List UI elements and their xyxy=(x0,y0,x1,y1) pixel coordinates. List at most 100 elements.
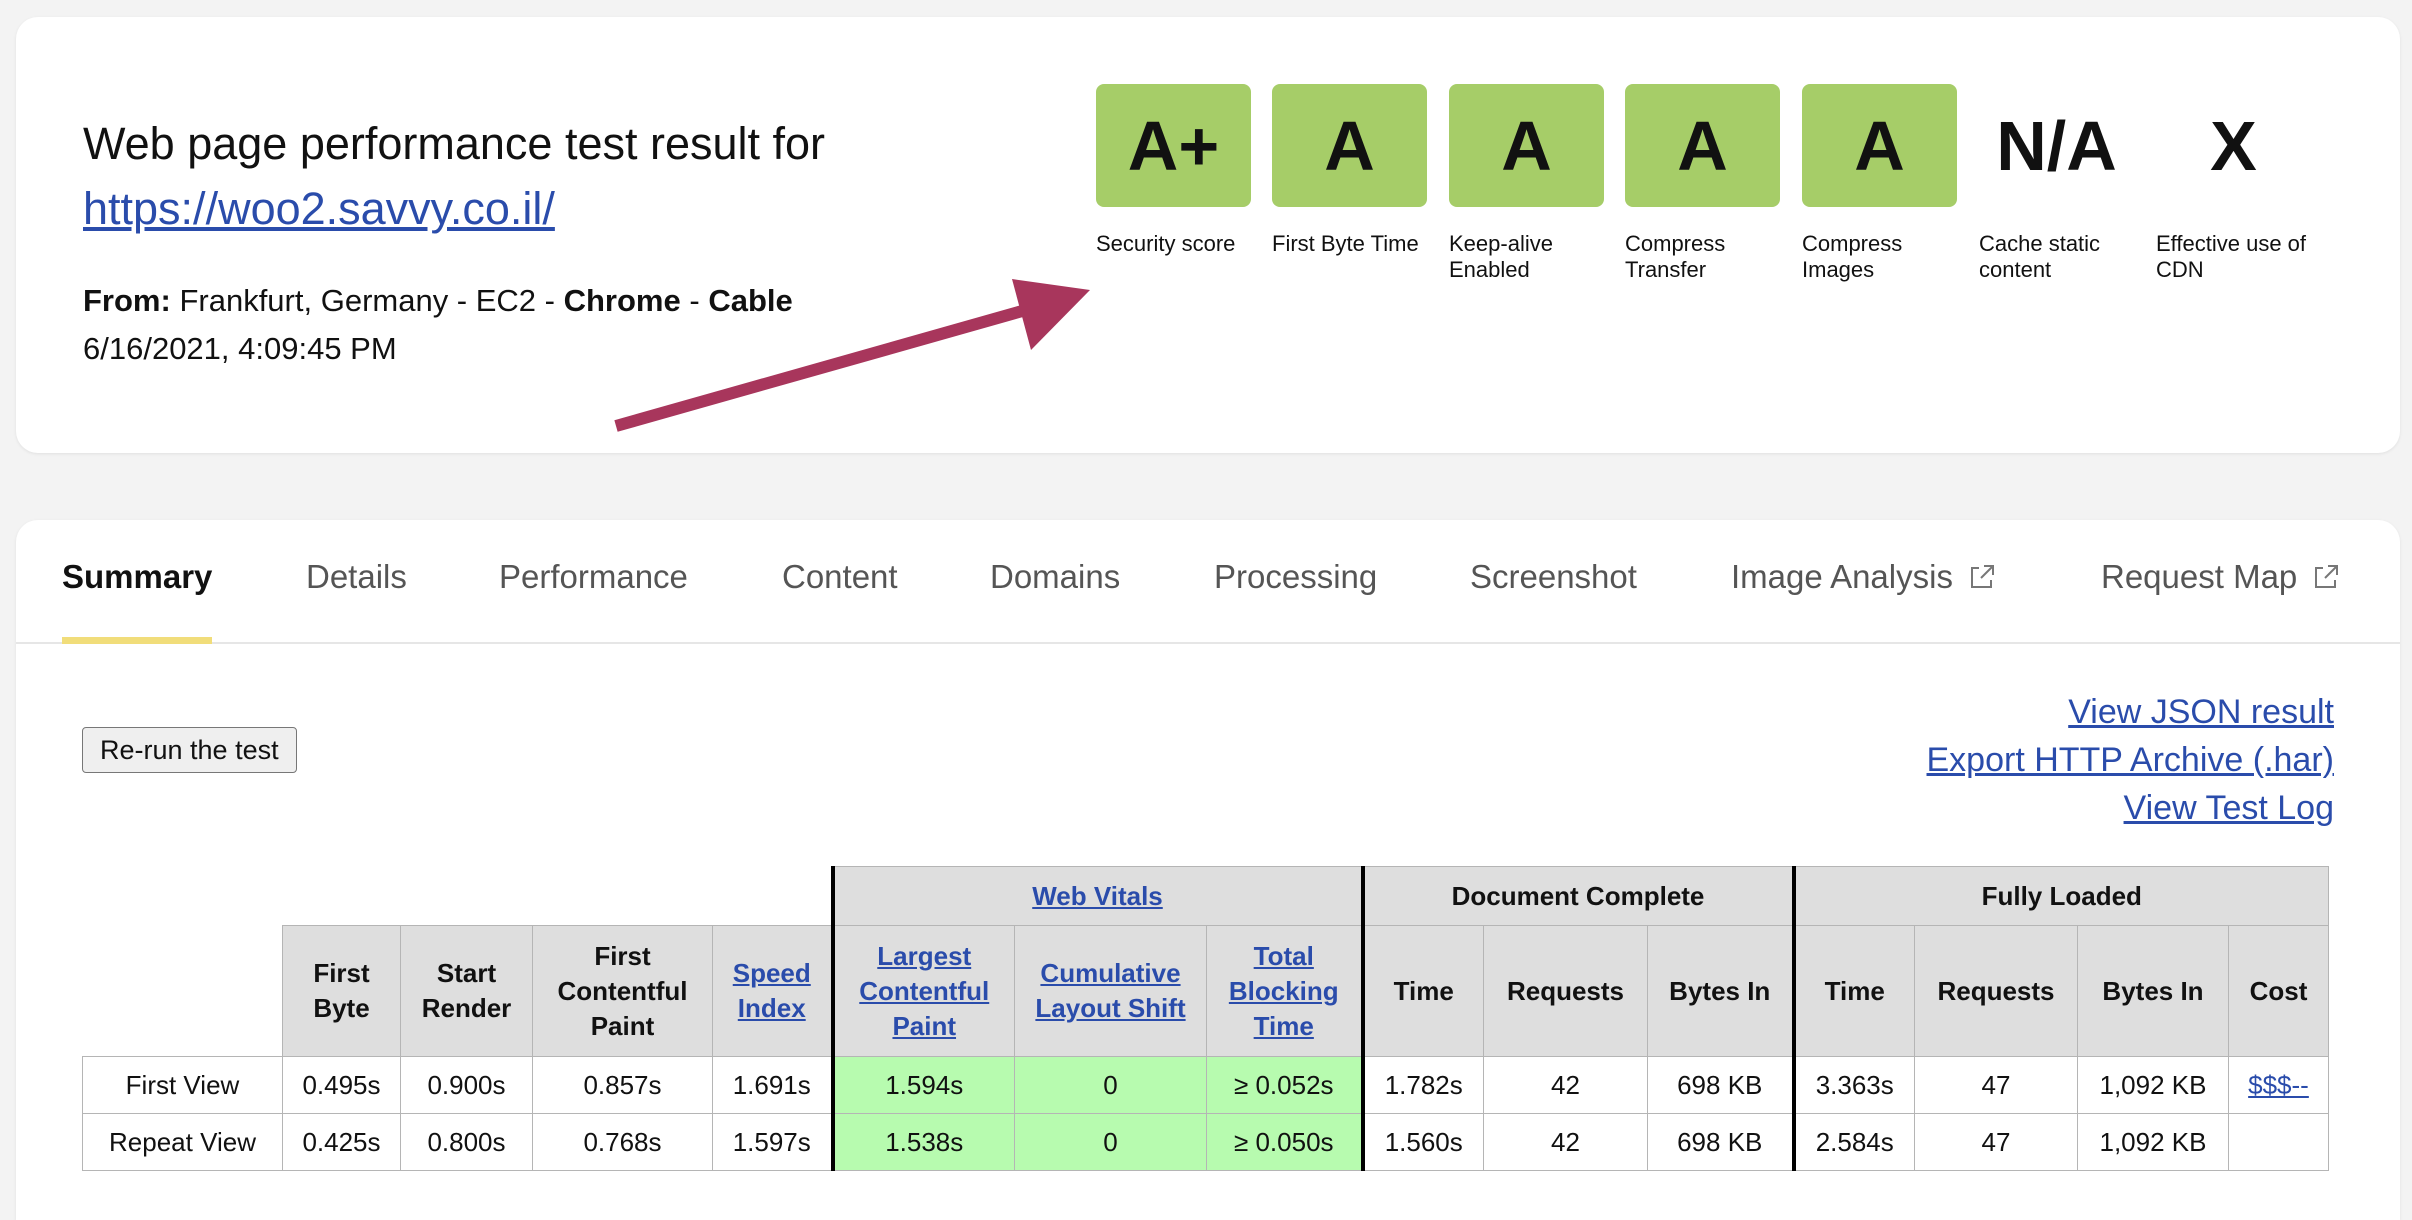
test-meta: From: Frankfurt, Germany - EC2 - Chrome … xyxy=(83,277,793,373)
col-first-byte: First Byte xyxy=(282,925,401,1057)
col-fcp: First Contentful Paint xyxy=(532,925,713,1057)
cell-fl-bytes: 1,092 KB xyxy=(2077,1056,2229,1114)
col-lcp: Largest Contentful Paint xyxy=(830,925,1015,1057)
speed-index-link[interactable]: Speed Index xyxy=(732,958,811,1023)
tab-label-wrap: Image Analysis xyxy=(1731,558,1997,596)
group-header-row: Web Vitals Document Complete Fully Loade… xyxy=(82,866,2329,926)
table-row: Repeat View 0.425s 0.800s 0.768s 1.597s … xyxy=(82,1113,2329,1171)
grade-badge[interactable]: A xyxy=(1272,84,1427,207)
col-cost: Cost xyxy=(2228,925,2329,1057)
group-fully-loaded: Fully Loaded xyxy=(1791,866,2329,926)
cell-fcp: 0.768s xyxy=(532,1113,713,1171)
cell-lcp: 1.594s xyxy=(830,1056,1015,1114)
cell-first-byte: 0.495s xyxy=(282,1056,401,1114)
empty-header xyxy=(82,866,833,926)
cell-cost: $$$-- xyxy=(2228,1056,2329,1114)
cell-dc-time: 1.560s xyxy=(1360,1113,1484,1171)
tab-processing[interactable]: Processing xyxy=(1214,558,1377,642)
grade-cache-static[interactable]: N/A Cache static content xyxy=(1979,84,2134,283)
tab-details[interactable]: Details xyxy=(306,558,407,642)
tab-label: Performance xyxy=(499,558,688,595)
test-location: Frankfurt, Germany - EC2 - xyxy=(179,283,555,318)
web-vitals-link[interactable]: Web Vitals xyxy=(1032,880,1163,911)
grade-compress-transfer[interactable]: A Compress Transfer xyxy=(1625,84,1780,283)
col-start-render: Start Render xyxy=(400,925,533,1057)
test-connection: Cable xyxy=(708,283,793,318)
col-dc-requests: Requests xyxy=(1483,925,1648,1057)
grade-label: Compress Transfer xyxy=(1625,231,1726,282)
cell-dc-bytes: 698 KB xyxy=(1647,1056,1794,1114)
grade-keep-alive[interactable]: A Keep-alive Enabled xyxy=(1449,84,1604,283)
tab-screenshot[interactable]: Screenshot xyxy=(1470,558,1637,642)
results-table: Web Vitals Document Complete Fully Loade… xyxy=(82,866,2329,1171)
tested-url-link[interactable]: https://woo2.savvy.co.il/ xyxy=(83,183,555,235)
grade-badge[interactable]: A xyxy=(1802,84,1957,207)
view-json-link[interactable]: View JSON result xyxy=(2068,693,2334,731)
tab-label: Details xyxy=(306,558,407,595)
grade-first-byte-time[interactable]: A First Byte Time xyxy=(1272,84,1427,257)
cell-fl-requests: 47 xyxy=(1914,1056,2078,1114)
col-dc-bytes: Bytes In xyxy=(1647,925,1794,1057)
grade-badge[interactable]: A xyxy=(1625,84,1780,207)
lcp-link[interactable]: Largest Contentful Paint xyxy=(859,940,990,1041)
grade-badge[interactable]: A xyxy=(1449,84,1604,207)
col-speed-index: Speed Index xyxy=(712,925,833,1057)
cell-first-byte: 0.425s xyxy=(282,1113,401,1171)
external-link-icon xyxy=(2315,565,2339,588)
cell-fl-time: 2.584s xyxy=(1791,1113,1915,1171)
row-label: First View xyxy=(82,1056,283,1114)
tab-label: Content xyxy=(782,558,898,595)
cell-speed-index: 1.597s xyxy=(712,1113,833,1171)
cell-tbt: ≥ 0.050s xyxy=(1206,1113,1363,1171)
column-header-row: First Byte Start Render First Contentful… xyxy=(82,925,2329,1057)
cls-link[interactable]: Cumulative Layout Shift xyxy=(1035,958,1186,1023)
grade-label: Effective use of CDN xyxy=(2156,231,2307,282)
tbt-link[interactable]: Total Blocking Time xyxy=(1228,940,1339,1041)
tab-bar: Summary Details Performance Content Doma… xyxy=(16,520,2400,644)
tab-request-map[interactable]: Request Map xyxy=(2101,558,2341,642)
test-timestamp: 6/16/2021, 4:09:45 PM xyxy=(83,331,397,366)
cell-tbt: ≥ 0.052s xyxy=(1206,1056,1363,1114)
view-test-log-link[interactable]: View Test Log xyxy=(2123,789,2334,827)
external-link-icon xyxy=(1970,565,1994,588)
cost-link[interactable]: $$$-- xyxy=(2248,1069,2309,1100)
grade-label: Compress Images xyxy=(1802,231,1903,282)
grade-badge[interactable]: N/A xyxy=(1996,106,2117,185)
col-dc-time: Time xyxy=(1360,925,1484,1057)
tab-label-wrap: Request Map xyxy=(2101,558,2341,596)
tab-domains[interactable]: Domains xyxy=(990,558,1120,642)
tab-content[interactable]: Content xyxy=(782,558,898,642)
col-fl-requests: Requests xyxy=(1914,925,2078,1057)
tab-image-analysis[interactable]: Image Analysis xyxy=(1731,558,1997,642)
tab-summary[interactable]: Summary xyxy=(62,558,213,644)
table-row: First View 0.495s 0.900s 0.857s 1.691s 1… xyxy=(82,1056,2329,1114)
export-har-link[interactable]: Export HTTP Archive (.har) xyxy=(1926,741,2335,779)
empty-header xyxy=(82,925,283,1057)
tab-label: Screenshot xyxy=(1470,558,1637,595)
col-fl-bytes: Bytes In xyxy=(2077,925,2229,1057)
result-main-card: Summary Details Performance Content Doma… xyxy=(16,520,2400,1220)
cell-dc-requests: 42 xyxy=(1483,1113,1648,1171)
tab-performance[interactable]: Performance xyxy=(499,558,688,642)
cell-speed-index: 1.691s xyxy=(712,1056,833,1114)
grade-badge[interactable]: X xyxy=(2210,106,2257,185)
tab-label: Domains xyxy=(990,558,1121,595)
cell-cost xyxy=(2228,1113,2329,1171)
tab-label: Summary xyxy=(62,558,213,595)
grade-cdn[interactable]: X Effective use of CDN xyxy=(2156,84,2311,283)
cell-start-render: 0.800s xyxy=(400,1113,533,1171)
group-web-vitals: Web Vitals xyxy=(830,866,1363,926)
grade-badge[interactable]: A+ xyxy=(1096,84,1251,207)
result-links: View JSON result Export HTTP Archive (.h… xyxy=(1927,688,2335,832)
group-document-complete: Document Complete xyxy=(1360,866,1794,926)
cell-dc-requests: 42 xyxy=(1483,1056,1648,1114)
tab-label: Image Analysis xyxy=(1731,558,1953,595)
grade-security[interactable]: A+ Security score xyxy=(1096,84,1251,257)
title-text: Web page performance test result for xyxy=(83,118,826,169)
cell-fl-time: 3.363s xyxy=(1791,1056,1915,1114)
page-title: Web page performance test result for htt… xyxy=(83,111,825,242)
grade-compress-images[interactable]: A Compress Images xyxy=(1802,84,1957,283)
grade-label: Security score xyxy=(1096,231,1236,256)
grade-label: Keep-alive Enabled xyxy=(1449,231,1553,282)
rerun-test-button[interactable]: Re-run the test xyxy=(82,727,297,773)
